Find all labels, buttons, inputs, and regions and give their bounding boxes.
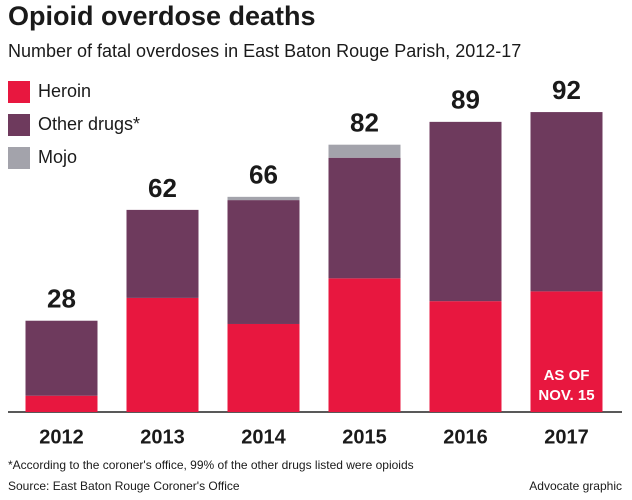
total-label: 66 [249, 160, 278, 190]
bar-segment [126, 209, 199, 298]
source: Source: East Baton Rouge Coroner's Offic… [8, 479, 240, 493]
total-label: 62 [148, 173, 177, 203]
x-tick-label: 2014 [241, 426, 286, 448]
bar-segment [227, 196, 300, 201]
annotation: NOV. 15 [538, 387, 594, 404]
bar-segment [126, 297, 199, 412]
legend-swatch [8, 147, 30, 169]
bar-segment [429, 301, 502, 412]
legend-swatch [8, 114, 30, 136]
x-tick-label: 2017 [544, 426, 589, 448]
legend-label: Other drugs* [38, 114, 140, 134]
bar-segment [227, 323, 300, 412]
legend-label: Mojo [38, 147, 77, 167]
bar-segment [25, 395, 98, 412]
bar-segment [328, 278, 401, 412]
total-label: 82 [350, 108, 379, 138]
x-tick-label: 2012 [39, 426, 84, 448]
total-label: 28 [47, 284, 76, 314]
bar-segment [530, 112, 603, 292]
bar-segment [25, 320, 98, 396]
x-tick-label: 2015 [342, 426, 387, 448]
chart-subtitle: Number of fatal overdoses in East Baton … [8, 41, 521, 61]
x-tick-label: 2013 [140, 426, 185, 448]
x-tick-label: 2016 [443, 426, 488, 448]
bar-segment [530, 291, 603, 412]
legend-swatch [8, 81, 30, 103]
bar-segment [227, 200, 300, 324]
chart-title: Opioid overdose deaths [8, 1, 316, 31]
total-label: 89 [451, 85, 480, 115]
footnote: *According to the coroner's office, 99% … [8, 458, 414, 472]
bar-segment [328, 144, 401, 158]
bar-segment [429, 121, 502, 302]
annotation: AS OF [544, 367, 590, 384]
legend-label: Heroin [38, 81, 91, 101]
credit: Advocate graphic [529, 479, 622, 493]
total-label: 92 [552, 75, 581, 105]
bar-segment [328, 157, 401, 279]
